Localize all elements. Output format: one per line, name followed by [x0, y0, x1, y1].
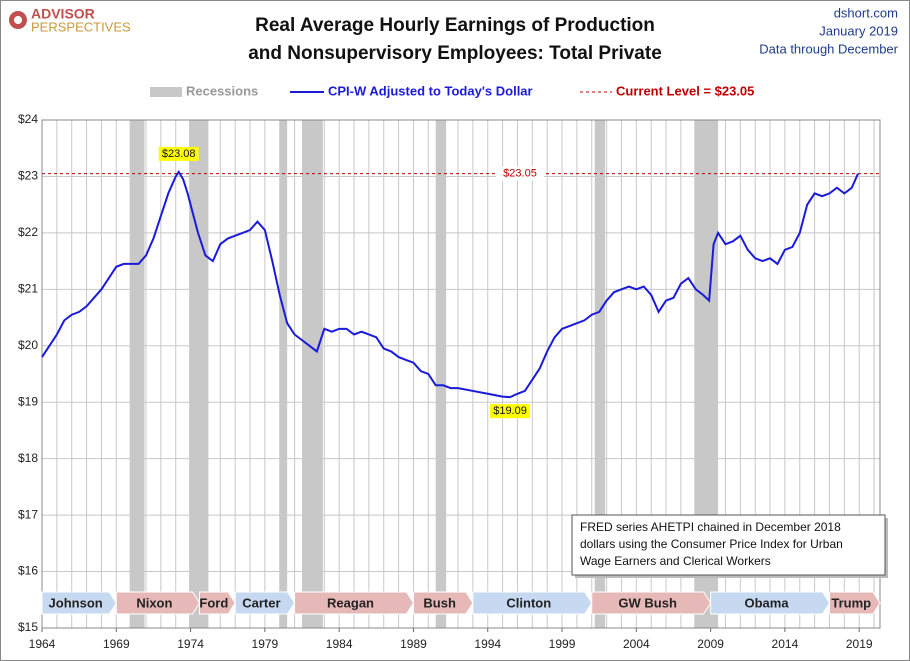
president-term: [41, 591, 117, 615]
president-term: [294, 591, 415, 615]
president-name: Clinton: [506, 595, 551, 610]
x-tick-label: 1994: [474, 637, 501, 651]
president-term: [412, 591, 474, 615]
annotation-bg: [490, 404, 531, 419]
president-name: GW Bush: [618, 595, 677, 610]
president-name: Reagan: [327, 595, 374, 610]
president-name: Nixon: [136, 595, 172, 610]
president-name: Carter: [242, 595, 280, 610]
y-tick-label: $16: [18, 564, 38, 578]
y-tick-label: $17: [18, 507, 38, 521]
y-tick-label: $24: [18, 112, 38, 126]
president-name: Bush: [423, 595, 456, 610]
y-tick-label: $19: [18, 394, 38, 408]
y-tick-label: $23: [18, 169, 38, 183]
logo-text: PERSPECTIVES: [31, 19, 131, 34]
president-name: Johnson: [49, 595, 103, 610]
reference-label-bg: [496, 166, 544, 181]
president-term: [198, 591, 236, 615]
annotation: $23.08: [162, 148, 196, 160]
x-tick-label: 2014: [772, 637, 799, 651]
reference-label: $23.05: [503, 168, 537, 180]
annotation: $19.09: [493, 405, 527, 417]
president-term: [828, 591, 881, 615]
plot-border: [41, 119, 881, 629]
logo-text: ADVISOR: [31, 6, 95, 22]
x-tick-label: 1974: [177, 637, 204, 651]
recession-band: [129, 120, 145, 628]
data-line: [41, 170, 859, 399]
x-tick-label: 1999: [549, 637, 576, 651]
logo-icon-inner: [14, 16, 22, 24]
recession-band: [302, 120, 323, 628]
y-tick-label: $21: [18, 282, 38, 296]
president-name: Obama: [745, 595, 790, 610]
x-tick-label: 2019: [846, 637, 873, 651]
x-tick-label: 2004: [623, 637, 650, 651]
president-term: [234, 591, 296, 615]
note-box: [571, 514, 886, 576]
x-tick-label: 1989: [400, 637, 427, 651]
x-tick-label: 1964: [29, 637, 56, 651]
recession-band: [279, 120, 288, 628]
y-tick-label: $15: [18, 620, 38, 634]
legend-swatch: [150, 87, 182, 97]
recession-band: [694, 120, 719, 628]
president-term: [115, 591, 201, 615]
y-tick-label: $22: [18, 225, 38, 239]
president-term: [710, 591, 831, 615]
y-tick-label: $18: [18, 451, 38, 465]
x-tick-label: 1969: [103, 637, 130, 651]
data-note: Data through December: [759, 41, 898, 56]
note-text: dollars using the Consumer Price Index f…: [580, 537, 843, 551]
legend-label: CPI-W Adjusted to Today's Dollar: [328, 83, 533, 98]
date: January 2019: [819, 23, 898, 38]
president-term: [472, 591, 593, 615]
president-name: Trump: [831, 595, 871, 610]
president-term: [591, 591, 712, 615]
x-tick-label: 2009: [697, 637, 724, 651]
note-text: FRED series AHETPI chained in December 2…: [580, 520, 841, 534]
legend-label: Recessions: [186, 83, 258, 98]
president-name: Ford: [199, 595, 228, 610]
y-tick-label: $20: [18, 338, 38, 352]
legend-label: Current Level = $23.05: [616, 83, 754, 98]
recession-band: [594, 120, 606, 628]
chart-title: Real Average Hourly Earnings of Producti…: [255, 15, 655, 36]
x-tick-label: 1979: [252, 637, 279, 651]
x-tick-label: 1984: [326, 637, 353, 651]
chart-title: and Nonsupervisory Employees: Total Priv…: [248, 43, 662, 64]
source: dshort.com: [834, 5, 898, 20]
note-text: Wage Earners and Clerical Workers: [580, 554, 771, 568]
recession-band: [435, 120, 447, 628]
annotation-bg: [158, 146, 199, 161]
